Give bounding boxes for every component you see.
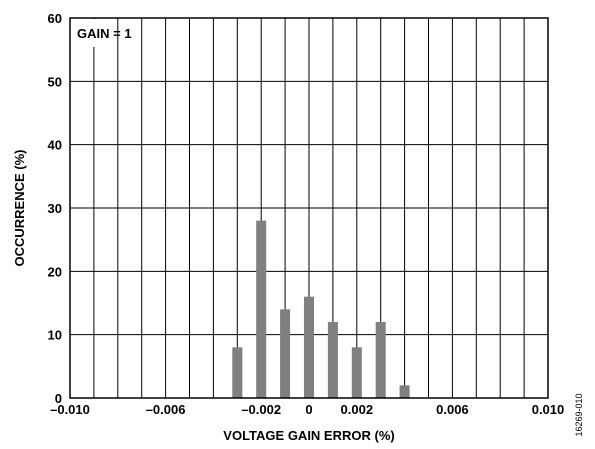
x-tick-labels: –0.010 –0.006 –0.002 0 0.002 0.006 0.010 xyxy=(50,402,564,417)
y-axis-title: OCCURRENCE (%) xyxy=(12,150,27,267)
bar xyxy=(232,347,243,398)
x-tick-label: 0.002 xyxy=(341,402,374,417)
plot-frame xyxy=(69,17,549,399)
x-tick-label: –0.010 xyxy=(50,402,90,417)
bar xyxy=(256,220,267,398)
y-tick-label: 10 xyxy=(48,328,62,343)
x-tick-label: –0.006 xyxy=(146,402,186,417)
bar xyxy=(280,309,291,398)
x-tick-label: 0 xyxy=(305,402,312,417)
y-tick-label: 40 xyxy=(48,138,62,153)
figure-id: 16269-010 xyxy=(574,393,584,436)
y-tick-labels: 0 10 20 30 40 50 60 xyxy=(48,11,62,406)
x-tick-label: 0.010 xyxy=(532,402,565,417)
bar xyxy=(351,347,362,398)
y-tick-label: 30 xyxy=(48,201,62,216)
x-axis-title: VOLTAGE GAIN ERROR (%) xyxy=(223,428,394,443)
y-tick-label: 20 xyxy=(48,264,62,279)
bar xyxy=(303,296,315,398)
legend-label: GAIN = 1 xyxy=(77,26,132,41)
x-tick-label: 0.006 xyxy=(436,402,469,417)
bar xyxy=(375,322,386,398)
bar-series xyxy=(232,220,410,398)
y-tick-label: 0 xyxy=(55,391,62,406)
bar xyxy=(327,322,338,398)
bar xyxy=(399,385,410,398)
grid-lines xyxy=(70,18,548,398)
legend-box xyxy=(71,19,117,47)
x-tick-label: –0.002 xyxy=(241,402,281,417)
y-tick-label: 50 xyxy=(48,74,62,89)
y-tick-label: 60 xyxy=(48,11,62,26)
